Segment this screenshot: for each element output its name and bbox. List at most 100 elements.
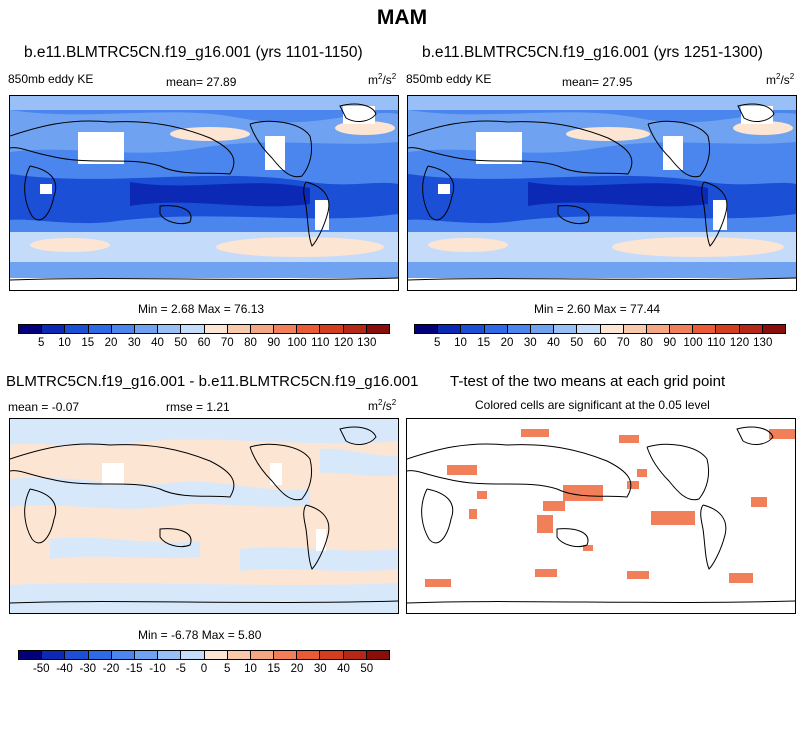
panel1-mask-antarctica bbox=[10, 278, 398, 290]
colorbar-abs-left-swatch bbox=[181, 325, 205, 333]
panel3-mean-label: mean = -0.07 bbox=[8, 400, 80, 414]
panel1-title: b.e11.BLMTRC5CN.f19_g16.001 (yrs 1101-11… bbox=[24, 44, 363, 61]
panel2-map-svg bbox=[408, 96, 796, 290]
sig-cell bbox=[619, 435, 639, 443]
sig-cell bbox=[543, 501, 565, 511]
sig-cell bbox=[537, 515, 553, 533]
colorbar-diff-swatch bbox=[19, 651, 43, 659]
colorbar-abs-left-swatch bbox=[227, 325, 251, 333]
sig-cell bbox=[535, 569, 557, 577]
panel1-map bbox=[9, 95, 399, 291]
panel2-field-tropics-core bbox=[528, 182, 708, 207]
colorbar-diff-tick-label: -40 bbox=[56, 663, 73, 675]
colorbar-abs-right-swatch bbox=[739, 325, 763, 333]
panel2-variable-label: 850mb eddy KE bbox=[406, 72, 492, 86]
colorbar-diff-swatch bbox=[111, 651, 135, 659]
colorbar-abs-right-swatch bbox=[716, 325, 740, 333]
colorbar-abs-right-swatch bbox=[415, 325, 439, 333]
panel4-field-base bbox=[407, 419, 795, 613]
panel1-field-arctic bbox=[10, 96, 398, 110]
colorbar-abs-left-tick-label: 80 bbox=[244, 337, 257, 349]
colorbar-diff-tick-label: -10 bbox=[149, 663, 166, 675]
panel1-minmax: Min = 2.68 Max = 76.13 bbox=[138, 302, 265, 316]
colorbar-abs-left-tick-label: 10 bbox=[58, 337, 71, 349]
panel3-mask-rockies bbox=[270, 463, 282, 485]
sig-cell bbox=[583, 545, 593, 551]
panel3-units: m2/s2 bbox=[368, 398, 397, 413]
colorbar-abs-right-tick-label: 60 bbox=[593, 337, 607, 349]
colorbar-abs-right-tick-label: 5 bbox=[434, 337, 441, 349]
sig-cell bbox=[477, 491, 487, 499]
colorbar-abs-left-labels: 5 10 15 20 30 40 50 60 70 80 90 100 110 120 130 bbox=[18, 337, 390, 351]
colorbar-abs-right-swatch bbox=[693, 325, 717, 333]
colorbar-diff-swatch bbox=[320, 651, 344, 659]
panel3-map bbox=[9, 418, 399, 614]
colorbar-abs-left-tick-label: 100 bbox=[287, 337, 307, 349]
panel2-field-so-max bbox=[612, 237, 784, 257]
panel4-map-svg bbox=[407, 419, 795, 613]
colorbar-abs-right-tick-label: 40 bbox=[547, 337, 560, 349]
colorbar-abs-left-swatch bbox=[42, 325, 66, 333]
colorbar-abs-left-swatch bbox=[274, 325, 298, 333]
colorbar-abs-left-tick-label: 5 bbox=[38, 337, 45, 349]
panel1-mask-rockies bbox=[265, 136, 285, 170]
panel2-coastlines bbox=[408, 103, 796, 281]
colorbar-diff-swatch bbox=[134, 651, 159, 659]
colorbar-abs-right-swatch bbox=[646, 325, 671, 333]
colorbar-abs-right-tick-label: 20 bbox=[500, 337, 514, 349]
panel4-significant-cells bbox=[425, 429, 795, 587]
colorbar-abs-right bbox=[414, 324, 786, 334]
panel2-mask-andes bbox=[713, 200, 727, 230]
colorbar-abs-right-swatch bbox=[577, 325, 601, 333]
sig-cell bbox=[447, 465, 477, 475]
panel1-field-tropics-core bbox=[130, 182, 310, 207]
colorbar-abs-right-swatch bbox=[461, 325, 485, 333]
colorbar-abs-left-swatch bbox=[250, 325, 275, 333]
panel3-field-neg-antarctic bbox=[10, 583, 398, 613]
colorbar-abs-right-tick-label: 100 bbox=[683, 337, 703, 349]
colorbar-abs-left-swatch bbox=[320, 325, 344, 333]
panel2-mask-greenland bbox=[741, 106, 773, 124]
panel1-variable-label: 850mb eddy KE bbox=[8, 72, 94, 86]
colorbar-abs-left-swatch bbox=[134, 325, 159, 333]
colorbar-abs-left-swatch bbox=[343, 325, 367, 333]
panel2-mask-rockies bbox=[663, 136, 683, 170]
colorbar-abs-right-tick-label: 110 bbox=[707, 337, 726, 349]
colorbar-diff bbox=[18, 650, 390, 660]
colorbar-abs-left-tick-label: 50 bbox=[174, 337, 188, 349]
panel2-mask-africa bbox=[438, 184, 450, 194]
panel3-coastlines bbox=[10, 426, 398, 604]
colorbar-diff-swatch bbox=[181, 651, 205, 659]
panel2-mean-label: mean= 27.95 bbox=[562, 75, 633, 89]
colorbar-diff-tick-label: 10 bbox=[244, 663, 257, 675]
panel1-units: m2/s2 bbox=[368, 72, 397, 87]
colorbar-abs-left-tick-label: 130 bbox=[357, 337, 377, 349]
colorbar-abs-right-swatch bbox=[554, 325, 578, 333]
colorbar-abs-right-tick-label: 80 bbox=[640, 337, 653, 349]
colorbar-diff-swatch bbox=[88, 651, 112, 659]
colorbar-diff-swatch bbox=[227, 651, 251, 659]
panel3-field-neg-south bbox=[50, 537, 200, 559]
colorbar-diff-swatch bbox=[343, 651, 367, 659]
colorbar-diff-swatch bbox=[158, 651, 182, 659]
panel3-minmax: Min = -6.78 Max = 5.80 bbox=[138, 628, 262, 642]
panel2-field-pacific-max bbox=[566, 127, 650, 141]
colorbar-abs-left-tick-label: 40 bbox=[151, 337, 164, 349]
colorbar-abs-right-swatch bbox=[507, 325, 531, 333]
colorbar-diff-tick-label: -20 bbox=[102, 663, 120, 675]
panel3-mask-tibet bbox=[102, 463, 124, 485]
colorbar-diff-tick-label: -15 bbox=[125, 663, 143, 675]
colorbar-abs-left-swatch bbox=[158, 325, 182, 333]
panel3-map-svg bbox=[10, 419, 398, 613]
colorbar-abs-right-tick-label: 130 bbox=[753, 337, 773, 349]
panel2-units: m2/s2 bbox=[766, 72, 795, 87]
colorbar-abs-left bbox=[18, 324, 390, 334]
panel2-minmax: Min = 2.60 Max = 77.44 bbox=[534, 302, 661, 316]
colorbar-diff-tick-label: -30 bbox=[79, 663, 97, 675]
colorbar-abs-right-tick-label: 30 bbox=[523, 337, 537, 349]
colorbar-abs-right-swatch bbox=[670, 325, 694, 333]
colorbar-abs-right-swatch bbox=[438, 325, 462, 333]
panel3-title: BLMTRC5CN.f19_g16.001 - b.e11.BLMTRC5CN.… bbox=[6, 373, 419, 390]
colorbar-abs-right-swatch bbox=[484, 325, 508, 333]
colorbar-abs-right-labels: 5 10 15 20 30 40 50 60 70 80 90 100 110 120 130 bbox=[414, 337, 786, 351]
